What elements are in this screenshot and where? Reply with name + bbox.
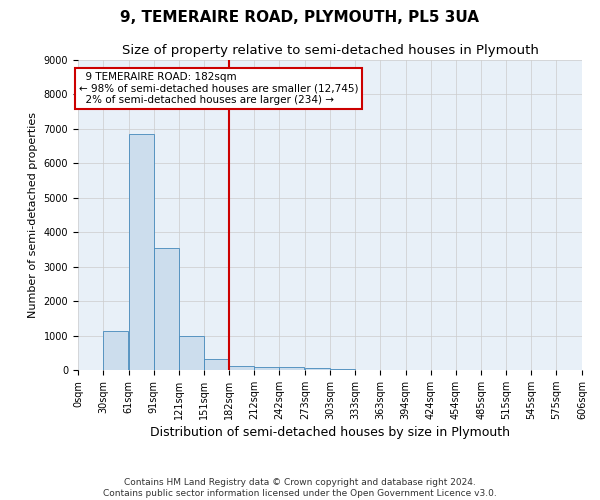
Bar xyxy=(179,336,203,370)
Bar xyxy=(203,358,229,370)
Text: Contains HM Land Registry data © Crown copyright and database right 2024.
Contai: Contains HM Land Registry data © Crown c… xyxy=(103,478,497,498)
Bar xyxy=(279,367,304,370)
Bar xyxy=(305,368,330,370)
Bar xyxy=(103,332,128,370)
Bar xyxy=(330,368,355,370)
Bar xyxy=(254,366,279,370)
Text: 9 TEMERAIRE ROAD: 182sqm  
← 98% of semi-detached houses are smaller (12,745)
  : 9 TEMERAIRE ROAD: 182sqm ← 98% of semi-d… xyxy=(79,72,358,106)
Bar xyxy=(229,366,254,370)
Y-axis label: Number of semi-detached properties: Number of semi-detached properties xyxy=(28,112,38,318)
Bar xyxy=(154,248,179,370)
Bar xyxy=(129,134,154,370)
Title: Size of property relative to semi-detached houses in Plymouth: Size of property relative to semi-detach… xyxy=(122,44,538,58)
X-axis label: Distribution of semi-detached houses by size in Plymouth: Distribution of semi-detached houses by … xyxy=(150,426,510,439)
Text: 9, TEMERAIRE ROAD, PLYMOUTH, PL5 3UA: 9, TEMERAIRE ROAD, PLYMOUTH, PL5 3UA xyxy=(121,10,479,25)
